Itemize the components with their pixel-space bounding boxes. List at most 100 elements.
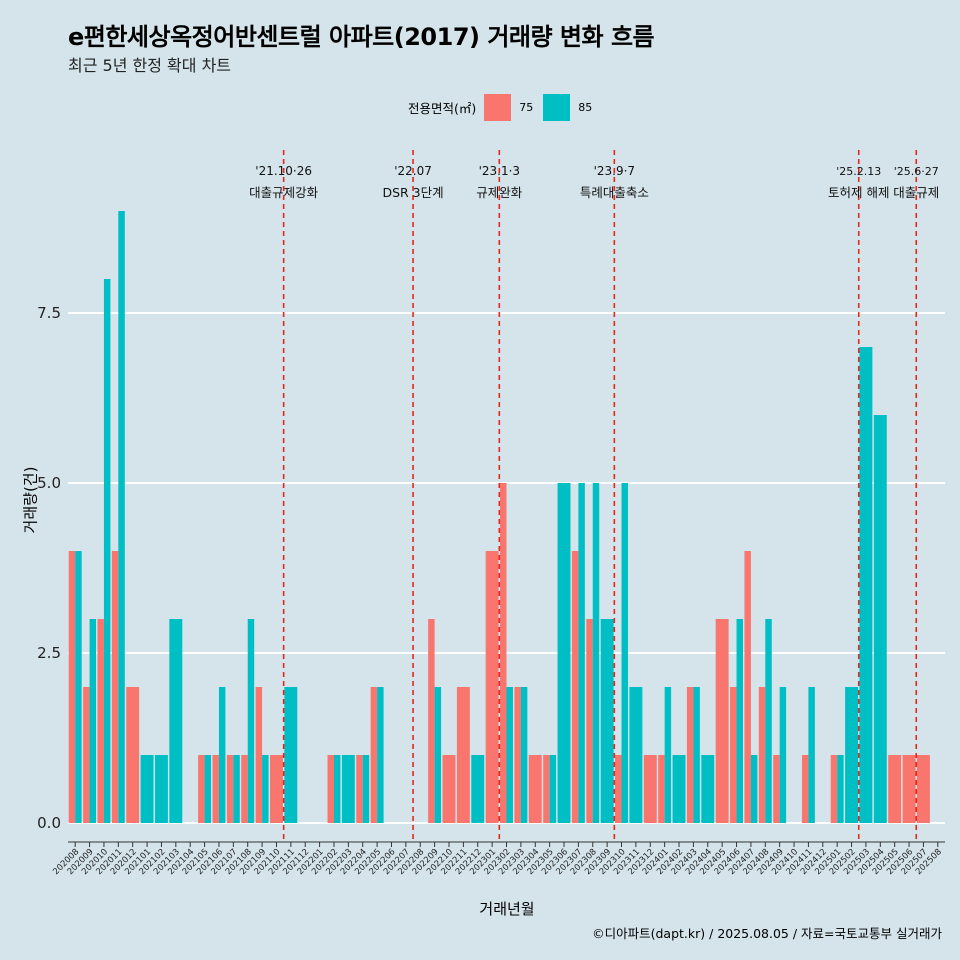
- bar-85: [520, 687, 528, 823]
- bar-75: [528, 755, 542, 823]
- bar-85: [233, 755, 240, 823]
- bar-85: [592, 483, 600, 823]
- y-tick-label: 7.5: [37, 304, 61, 322]
- bar-85: [837, 755, 844, 823]
- bar-75: [543, 755, 550, 823]
- bar-85: [808, 687, 815, 823]
- bar-75: [658, 755, 665, 823]
- bar-75: [643, 755, 657, 823]
- legend-label-75: 75: [519, 100, 534, 114]
- bar-85: [333, 755, 341, 823]
- bar-85: [557, 483, 571, 823]
- bar-85: [664, 687, 672, 823]
- event-date: '21.10·26: [255, 164, 312, 178]
- y-tick-label: 2.5: [37, 644, 61, 662]
- event-label: 규제완화: [476, 185, 523, 200]
- bar-75: [126, 687, 140, 823]
- bar-75: [327, 755, 334, 823]
- legend-label-85: 85: [578, 100, 593, 114]
- bar-85: [873, 415, 887, 823]
- bar-75: [111, 551, 119, 823]
- bars: [68, 211, 930, 823]
- bar-75: [83, 687, 90, 823]
- bar-85: [859, 347, 873, 823]
- bar-85: [578, 483, 585, 823]
- bar-85: [779, 687, 787, 823]
- bar-85: [765, 619, 772, 823]
- y-tick-label: 0.0: [37, 814, 61, 832]
- bar-75: [442, 755, 456, 823]
- bar-85: [218, 687, 226, 823]
- bar-75: [370, 687, 378, 823]
- bar-85: [284, 687, 298, 823]
- bar-75: [773, 755, 780, 823]
- bar-85: [693, 687, 700, 823]
- bar-85: [621, 483, 628, 823]
- event-label: 토허제 해제: [828, 185, 889, 200]
- bar-85: [629, 687, 643, 823]
- event-date: '22.07: [394, 164, 432, 178]
- x-axis-label: 거래년월: [479, 900, 535, 918]
- bar-85: [118, 211, 125, 823]
- bar-85: [434, 687, 442, 823]
- legend: 전용면적(㎡) 75 85: [408, 92, 602, 122]
- bar-85: [169, 619, 183, 823]
- bar-85: [600, 619, 614, 823]
- bar-85: [506, 687, 513, 823]
- event-label: DSR 3단계: [382, 185, 443, 200]
- bar-85: [154, 755, 168, 823]
- bar-85: [75, 551, 82, 823]
- bar-75: [715, 619, 729, 823]
- bar-85: [750, 755, 758, 823]
- event-label: 대출규제강화: [249, 185, 319, 200]
- bar-85: [736, 619, 744, 823]
- legend-swatch-85: [543, 93, 571, 121]
- event-lines: '21.10·26 대출규제강화 '22.07 DSR 3단계 '23.1·3 규제완화 '…: [249, 150, 939, 842]
- bar-75: [269, 755, 283, 823]
- bar-85: [103, 279, 111, 823]
- bar-75: [500, 483, 507, 823]
- bar-75: [730, 687, 737, 823]
- bar-85: [89, 619, 97, 823]
- bar-75: [902, 755, 916, 823]
- bar-75: [830, 755, 838, 823]
- bar-75: [241, 755, 248, 823]
- bar-85: [262, 755, 269, 823]
- y-axis-label: 거래량(건): [21, 466, 40, 534]
- bar-85: [341, 755, 355, 823]
- bar-75: [226, 755, 234, 823]
- bar-85: [377, 687, 384, 823]
- bar-75: [198, 755, 205, 823]
- chart-subtitle: 최근 5년 한정 확대 차트: [68, 56, 232, 75]
- event-date: '23.9·7: [594, 164, 635, 178]
- bar-75: [68, 551, 76, 823]
- bar-75: [615, 755, 622, 823]
- bar-85: [549, 755, 557, 823]
- bar-75: [571, 551, 579, 823]
- event-date: '25.6·27: [894, 165, 939, 178]
- bar-85: [204, 755, 212, 823]
- bar-75: [428, 619, 435, 823]
- bar-75: [801, 755, 809, 823]
- event-date: '23.1·3: [479, 164, 520, 178]
- bar-85: [247, 619, 255, 823]
- bar-75: [686, 687, 694, 823]
- bar-75: [456, 687, 470, 823]
- bar-75: [916, 755, 930, 823]
- event-date: '25.2.13: [836, 165, 881, 178]
- bar-75: [744, 551, 751, 823]
- bar-75: [586, 619, 593, 823]
- bar-75: [212, 755, 219, 823]
- bar-85: [362, 755, 370, 823]
- bar-85: [140, 755, 154, 823]
- bar-85: [672, 755, 686, 823]
- bar-75: [514, 687, 521, 823]
- source-caption: ©디아파트(dapt.kr) / 2025.08.05 / 자료=국토교통부 실…: [592, 926, 942, 941]
- event-label: 대출규제: [893, 185, 939, 200]
- bar-75: [888, 755, 902, 823]
- bar-75: [758, 687, 766, 823]
- bar-75: [255, 687, 263, 823]
- event-label: 특례대출축소: [580, 185, 649, 200]
- bar-85: [471, 755, 485, 823]
